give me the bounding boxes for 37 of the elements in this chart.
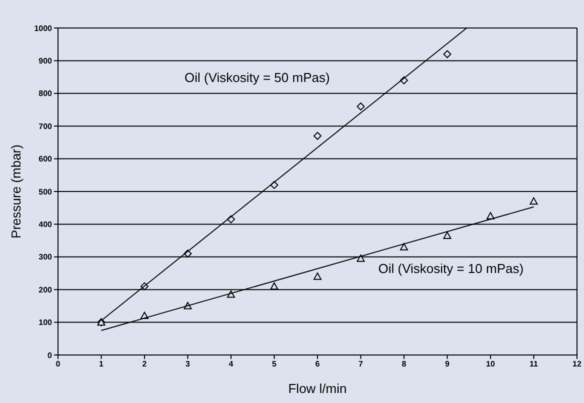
y-tick-label: 1000 xyxy=(34,24,53,33)
x-tick-label: 10 xyxy=(486,360,496,369)
point xyxy=(400,243,408,250)
y-tick-label: 800 xyxy=(38,89,53,98)
y-tick-label: 100 xyxy=(38,318,53,328)
point xyxy=(443,232,452,239)
point xyxy=(270,282,278,290)
point xyxy=(530,197,538,205)
y-tick-label: 0 xyxy=(48,350,53,360)
point xyxy=(356,102,365,110)
x-tick-label: 2 xyxy=(142,360,148,369)
y-axis-title: Pressure (mbar) xyxy=(8,144,24,238)
x-axis-title: Flow l/min xyxy=(288,381,347,396)
y-tick-label: 300 xyxy=(38,252,53,262)
point xyxy=(356,254,365,262)
y-tick-label: 900 xyxy=(38,56,53,66)
point xyxy=(314,132,322,140)
x-tick-label: 11 xyxy=(530,360,539,369)
x-tick-label: 8 xyxy=(402,360,407,369)
y-tick-label: 600 xyxy=(38,154,53,164)
x-tick-label: 1 xyxy=(99,360,104,369)
x-tick-label: 12 xyxy=(572,360,582,369)
point xyxy=(314,272,322,280)
x-tick-label: 0 xyxy=(56,360,61,369)
y-tick-label: 200 xyxy=(38,285,53,294)
text: Oil (Viskosity = 50 mPas) xyxy=(184,70,330,85)
point xyxy=(443,50,452,58)
x-tick-label: 3 xyxy=(186,360,191,369)
x-tick-label: 6 xyxy=(315,360,320,369)
x-tick-label: 4 xyxy=(228,360,234,369)
x-tick-label: 7 xyxy=(358,360,364,369)
series-label: Oil (Viskosity = 10 mPas) xyxy=(378,261,524,276)
x-tick-label: 9 xyxy=(445,360,450,369)
x-tick-label: 5 xyxy=(272,360,278,369)
y-tick-label: 700 xyxy=(38,122,53,131)
y-tick-label: 500 xyxy=(38,187,53,196)
y-tick-label: 400 xyxy=(38,220,53,230)
